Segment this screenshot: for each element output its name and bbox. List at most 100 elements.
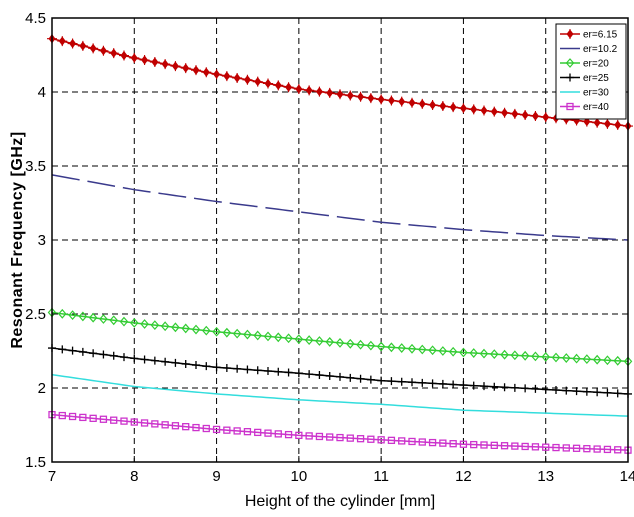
legend-item: er=30 [560,88,609,99]
series-marker [565,58,575,68]
series-marker [201,67,212,78]
series-marker [119,50,129,61]
series-marker [130,354,139,363]
series-marker [243,329,252,340]
series-marker [130,418,138,426]
series-marker [202,424,210,433]
series-marker [572,353,581,364]
series-marker [355,91,366,102]
series-marker [499,107,510,118]
series-marker [274,367,283,376]
series-marker [161,357,170,366]
series-marker [449,380,458,389]
series-marker [387,377,396,386]
series-marker [572,387,581,396]
legend-item: er=20 [560,58,609,70]
series-marker [180,63,191,74]
series-marker [212,363,221,372]
series-marker [243,365,252,374]
legend-item: er=40 [560,102,609,113]
series-marker [149,57,160,68]
series-marker [223,426,231,434]
series-marker [593,388,602,397]
series-line [51,174,629,241]
series-marker [428,438,437,447]
series-marker [211,69,222,80]
series-marker [221,71,232,82]
y-tick-label: 1.5 [25,454,46,471]
series-marker [325,337,335,347]
series-marker [469,348,479,358]
series-marker [551,352,561,363]
series-marker [377,436,385,444]
grid-lines [52,18,628,462]
series-marker [263,78,273,89]
series-marker [603,355,612,366]
series-marker [468,104,479,115]
series-marker [140,319,149,329]
series-er=10.2 [51,174,629,241]
series-marker [89,349,98,358]
series-marker [408,378,416,387]
series-marker [78,347,87,356]
y-tick-label: 3 [38,232,46,249]
series-marker [398,437,406,445]
series-marker [396,96,407,107]
series-marker [139,54,150,65]
series-marker [304,335,314,345]
series-marker [531,443,540,451]
series-marker [449,440,457,448]
series-marker [99,415,108,423]
series-marker [397,377,406,386]
series-marker [448,102,459,113]
series-marker [171,422,180,430]
series-marker [99,314,108,324]
series-marker [295,431,303,440]
series-marker [572,444,581,452]
legend-label: er=6.15 [583,30,618,41]
series-marker [273,332,283,343]
series-marker [510,350,520,361]
series-marker [469,381,478,390]
series-marker [120,417,128,425]
series-marker [57,308,67,319]
series-marker [89,414,97,422]
series-marker [418,378,427,387]
series-marker [541,352,551,362]
series-marker [458,103,469,114]
series-marker [510,383,519,392]
y-tick-label: 4 [38,84,46,101]
legend-item: er=6.15 [560,29,618,41]
series-marker [613,355,623,366]
series-er=40 [48,410,632,454]
series-marker [293,84,304,95]
x-tick-label: 9 [212,468,220,485]
x-tick-label: 8 [130,468,138,485]
series-marker [233,364,242,373]
series-marker [417,344,427,355]
series-marker [541,385,550,394]
legend-label: er=20 [583,59,609,70]
series-marker [479,105,489,116]
series-marker [367,435,375,443]
series-er=25 [48,344,632,398]
series-marker [345,338,355,349]
series-marker [181,323,191,334]
series-marker [160,321,170,332]
series-marker [470,440,478,449]
series-marker [459,347,468,358]
series-marker [562,386,571,395]
series-marker [77,40,88,51]
legend-item: er=10.2 [560,44,618,55]
series-marker [561,353,571,363]
series-marker [202,362,211,371]
series-marker [459,381,468,390]
series-line [51,413,629,451]
series-marker [566,102,574,111]
series-marker [232,328,242,339]
series-marker [253,330,263,341]
series-marker [593,445,601,453]
series-marker [521,384,530,393]
series-marker [67,38,78,49]
